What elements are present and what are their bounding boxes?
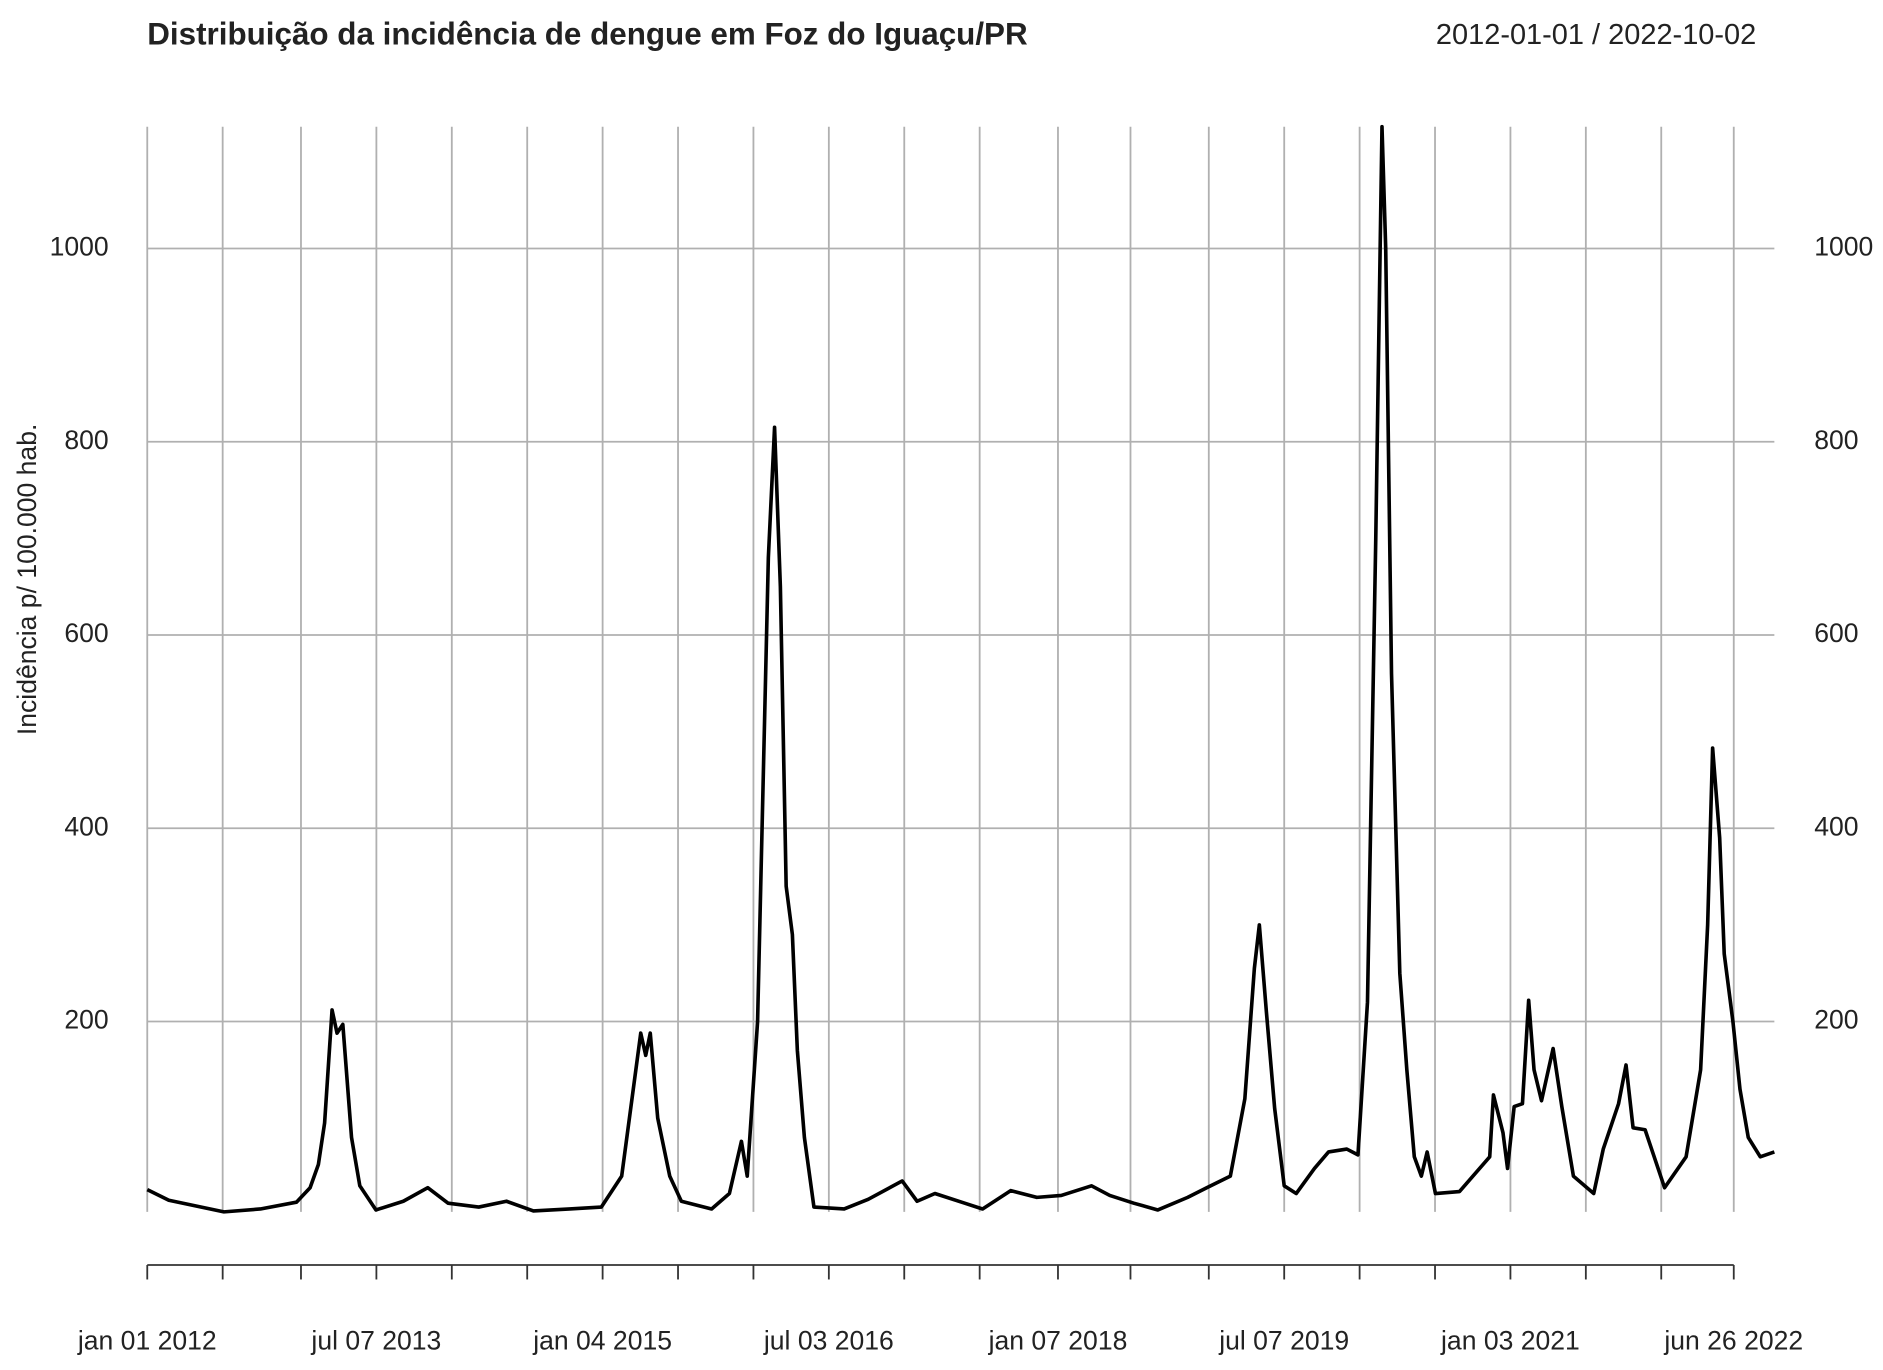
chart-title: Distribuição da incidência de dengue em … [147,17,1028,52]
date-range: 2012-01-01 / 2022-10-02 [1436,19,1756,51]
y-tick-label: 400 [64,811,108,841]
y-tick-label-right: 800 [1814,425,1858,455]
y-tick-label-right: 600 [1814,618,1858,648]
y-tick-label-right: 200 [1814,1005,1858,1035]
x-tick-label: jul 07 2019 [1218,1325,1349,1355]
x-tick-label: jan 04 2015 [532,1325,672,1355]
y-tick-label: 800 [64,425,108,455]
x-tick-label: jul 07 2013 [310,1325,441,1355]
x-tick-label: jan 03 2021 [1440,1325,1580,1355]
x-tick-label: jan 01 2012 [77,1325,217,1355]
y-tick-label: 1000 [50,232,109,262]
x-tick-label: jan 07 2018 [988,1325,1128,1355]
x-tick-label: jul 03 2016 [763,1325,894,1355]
series-line [146,124,1775,1214]
x-tick-label: jun 26 2022 [1663,1325,1803,1355]
y-tick-label-right: 400 [1814,811,1858,841]
y-tick-label: 200 [64,1005,108,1035]
y-tick-label-right: 1000 [1814,232,1873,262]
y-axis-label: Incidência p/ 100.000 hab. [12,424,42,735]
y-tick-label: 600 [64,618,108,648]
